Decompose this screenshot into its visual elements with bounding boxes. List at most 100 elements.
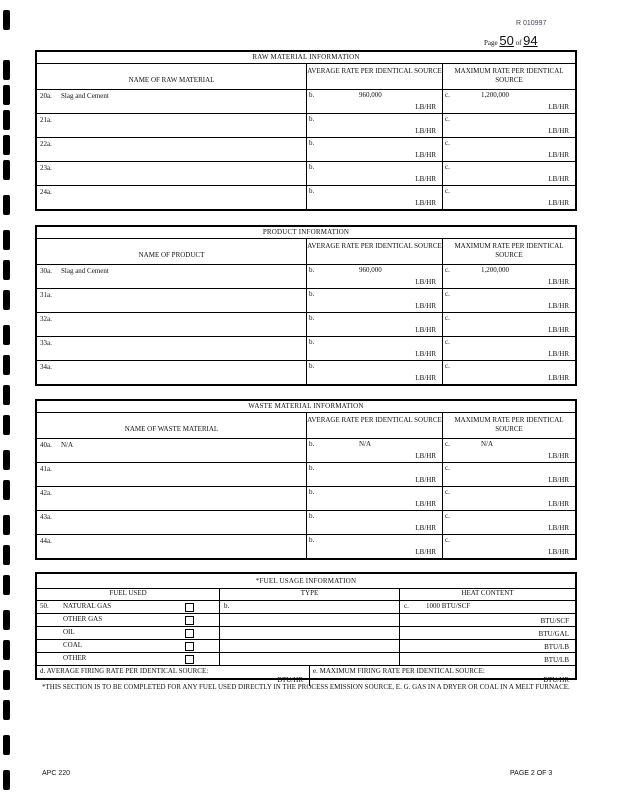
name-field[interactable]: 40a. N/A bbox=[37, 439, 307, 462]
average-rate-field[interactable]: b. LB/HR bbox=[307, 162, 443, 185]
unit: LB/HR bbox=[548, 302, 569, 310]
name-field[interactable]: 21a. bbox=[37, 114, 307, 137]
punch-hole-mark bbox=[3, 85, 10, 105]
punch-hole-mark bbox=[3, 110, 10, 130]
row-number: 44a. bbox=[40, 537, 52, 545]
item-letter: b. bbox=[309, 488, 315, 496]
form-number: APC 220 bbox=[42, 770, 71, 777]
punch-hole-mark bbox=[3, 450, 10, 470]
average-rate-field[interactable]: b. LB/HR bbox=[307, 289, 443, 312]
item-letter: c. bbox=[445, 512, 450, 520]
unit: LB/HR bbox=[415, 500, 436, 508]
table-row: 20a. Slag and Cement b. 960,000 LB/HR c. 1,200… bbox=[37, 90, 575, 114]
maximum-rate-field[interactable]: c. LB/HR bbox=[443, 487, 575, 510]
item-letter: b. bbox=[309, 91, 315, 99]
row-number: 40a. bbox=[40, 441, 52, 449]
fuel-type-field[interactable] bbox=[220, 614, 400, 626]
page-number: 50 bbox=[499, 33, 514, 48]
average-rate-field[interactable]: b. 960,000 LB/HR bbox=[307, 265, 443, 288]
maximum-rate-field[interactable]: c. LB/HR bbox=[443, 361, 575, 384]
name-field[interactable]: 42a. bbox=[37, 487, 307, 510]
row-number: 33a. bbox=[40, 339, 52, 347]
fuel-type-field[interactable]: b. bbox=[220, 601, 400, 613]
item-letter: c. bbox=[445, 362, 450, 370]
fuel-checkbox[interactable] bbox=[185, 629, 194, 638]
maximum-rate-field[interactable]: c. LB/HR bbox=[443, 186, 575, 209]
average-rate-field[interactable]: b. LB/HR bbox=[307, 463, 443, 486]
maximum-rate-field[interactable]: c. LB/HR bbox=[443, 114, 575, 137]
heat-content-field[interactable]: BTU/GAL bbox=[400, 627, 575, 639]
unit: LB/HR bbox=[548, 524, 569, 532]
average-rate-value: 960,000 bbox=[359, 91, 382, 99]
average-rate-value: 960,000 bbox=[359, 266, 382, 274]
heat-content-field[interactable]: BTU/SCF bbox=[400, 614, 575, 626]
heat-content-field[interactable]: BTU/LB bbox=[400, 653, 575, 665]
fuel-checkbox[interactable] bbox=[185, 655, 194, 664]
of-label: of bbox=[515, 39, 522, 47]
name-field[interactable]: 23a. bbox=[37, 162, 307, 185]
fuel-checkbox[interactable] bbox=[185, 642, 194, 651]
item-letter: b. bbox=[309, 464, 315, 472]
unit: LB/HR bbox=[548, 374, 569, 382]
item-letter: b. bbox=[309, 314, 315, 322]
maximum-rate-field[interactable]: c. LB/HR bbox=[443, 337, 575, 360]
table-row: 44a. b. LB/HR c. LB/HR bbox=[37, 535, 575, 558]
fuel-type-field[interactable] bbox=[220, 640, 400, 652]
maximum-rate-field[interactable]: c. N/A LB/HR bbox=[443, 439, 575, 462]
maximum-rate-field[interactable]: c. LB/HR bbox=[443, 289, 575, 312]
average-rate-field[interactable]: b. LB/HR bbox=[307, 337, 443, 360]
maximum-rate-field[interactable]: c. LB/HR bbox=[443, 511, 575, 534]
name-field[interactable]: 24a. bbox=[37, 186, 307, 209]
name-field[interactable]: 20a. Slag and Cement bbox=[37, 90, 307, 113]
average-rate-field[interactable]: b. LB/HR bbox=[307, 361, 443, 384]
maximum-rate-field[interactable]: c. 1,200,000 LB/HR bbox=[443, 265, 575, 288]
average-rate-field[interactable]: b. LB/HR bbox=[307, 487, 443, 510]
maximum-rate-field[interactable]: c. LB/HR bbox=[443, 313, 575, 336]
fuel-checkbox[interactable] bbox=[185, 616, 194, 625]
maximum-rate-field[interactable]: c. 1,200,000 LB/HR bbox=[443, 90, 575, 113]
fuel-type-field[interactable] bbox=[220, 653, 400, 665]
punch-hole-mark bbox=[3, 545, 10, 565]
name-field[interactable]: 41a. bbox=[37, 463, 307, 486]
table-row: 21a. b. LB/HR c. LB/HR bbox=[37, 114, 575, 138]
maximum-rate-field[interactable]: c. LB/HR bbox=[443, 463, 575, 486]
maximum-rate-value: 1,200,000 bbox=[481, 91, 509, 99]
fuel-row: OIL BTU/GAL bbox=[37, 627, 575, 640]
unit: BTU/GAL bbox=[538, 630, 569, 638]
name-field[interactable]: 43a. bbox=[37, 511, 307, 534]
average-rate-field[interactable]: b. N/A LB/HR bbox=[307, 439, 443, 462]
col-name: NAME OF WASTE MATERIAL bbox=[37, 413, 307, 438]
unit: LB/HR bbox=[548, 548, 569, 556]
heat-content-field[interactable]: BTU/LB bbox=[400, 640, 575, 652]
average-rate-field[interactable]: b. LB/HR bbox=[307, 535, 443, 558]
unit: LB/HR bbox=[548, 326, 569, 334]
name-field[interactable]: 31a. bbox=[37, 289, 307, 312]
average-rate-field[interactable]: b. LB/HR bbox=[307, 138, 443, 161]
maximum-rate-field[interactable]: c. LB/HR bbox=[443, 138, 575, 161]
average-rate-field[interactable]: b. LB/HR bbox=[307, 114, 443, 137]
name-field[interactable]: 32a. bbox=[37, 313, 307, 336]
section-title: *FUEL USAGE INFORMATION bbox=[37, 574, 575, 589]
maximum-rate-field[interactable]: c. LB/HR bbox=[443, 535, 575, 558]
name-field[interactable]: 33a. bbox=[37, 337, 307, 360]
average-rate-field[interactable]: b. LB/HR bbox=[307, 313, 443, 336]
average-rate-field[interactable]: b. LB/HR bbox=[307, 186, 443, 209]
item-letter: c. bbox=[445, 338, 450, 346]
name-field[interactable]: 34a. bbox=[37, 361, 307, 384]
item-letter: c. bbox=[445, 187, 450, 195]
maximum-rate-field[interactable]: c. LB/HR bbox=[443, 162, 575, 185]
name-field[interactable]: 44a. bbox=[37, 535, 307, 558]
name-field[interactable]: 30a. Slag and Cement bbox=[37, 265, 307, 288]
average-firing-rate-field[interactable]: d. AVERAGE FIRING RATE PER IDENTICAL SOU… bbox=[37, 666, 310, 686]
name-field[interactable]: 22a. bbox=[37, 138, 307, 161]
unit: LB/HR bbox=[415, 374, 436, 382]
average-rate-field[interactable]: b. 960,000 LB/HR bbox=[307, 90, 443, 113]
heat-content-field[interactable]: c. 1000 BTU/SCF bbox=[400, 601, 575, 613]
average-firing-rate-label: d. AVERAGE FIRING RATE PER IDENTICAL SOU… bbox=[40, 667, 209, 675]
fuel-checkbox[interactable] bbox=[185, 603, 194, 612]
fuel-type-field[interactable] bbox=[220, 627, 400, 639]
fuel-option: COAL bbox=[37, 640, 220, 652]
average-rate-field[interactable]: b. LB/HR bbox=[307, 511, 443, 534]
column-headers: NAME OF PRODUCT AVERAGE RATE PER IDENTICA… bbox=[37, 239, 575, 265]
maximum-firing-rate-field[interactable]: e. MAXIMUM FIRING RATE PER IDENTICAL SOU… bbox=[310, 666, 575, 686]
